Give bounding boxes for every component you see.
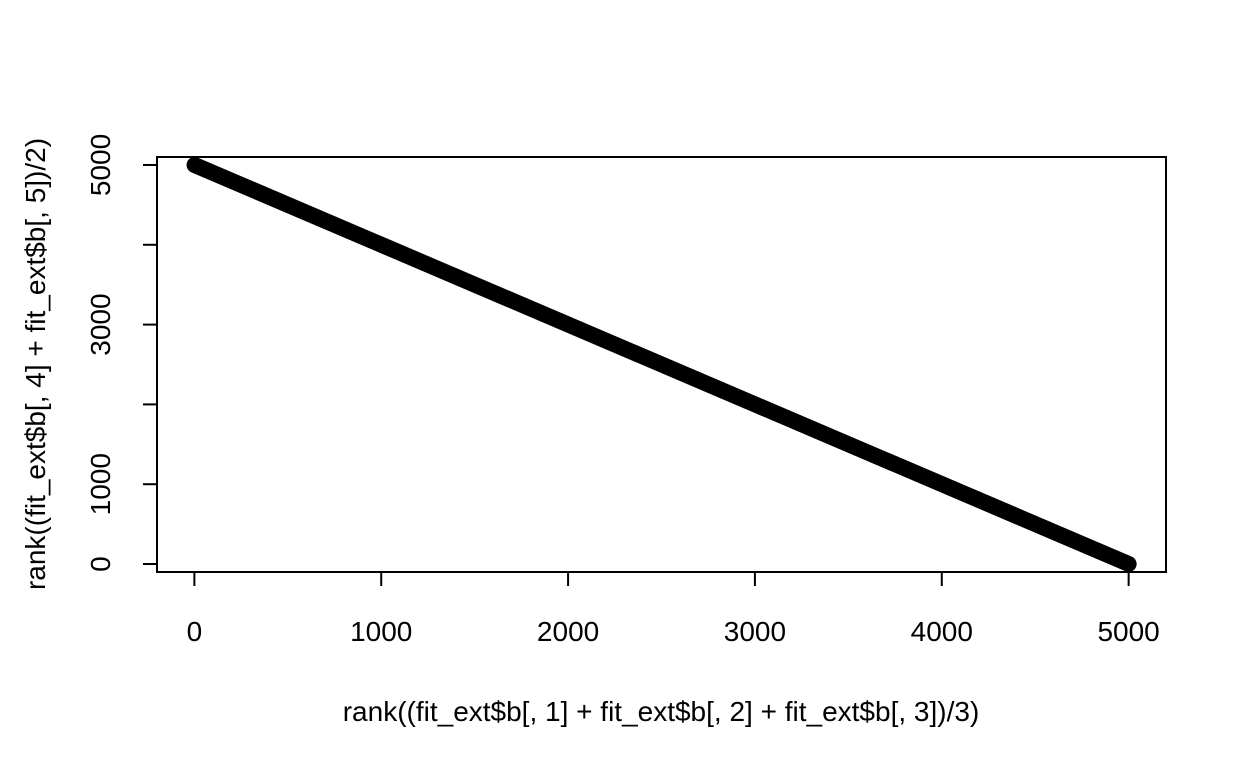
x-tick-label: 4000: [911, 616, 973, 647]
y-tick-label: 1000: [85, 453, 116, 515]
data-point: [1121, 556, 1137, 572]
x-axis-title: rank((fit_ext$b[, 1] + fit_ext$b[, 2] + …: [343, 696, 980, 727]
data-point: [327, 217, 343, 233]
data-points: [186, 156, 1137, 572]
x-tick-label: 2000: [537, 616, 599, 647]
y-axis-title: rank((fit_ext$b[, 4] + fit_ext$b[, 5])/2…: [20, 138, 51, 590]
data-point: [980, 496, 996, 512]
data-point: [794, 416, 810, 432]
data-point: [233, 177, 249, 193]
data-point: [420, 257, 436, 273]
data-point: [1027, 516, 1043, 532]
x-tick-label: 5000: [1097, 616, 1159, 647]
data-point: [280, 197, 296, 213]
data-point: [513, 297, 529, 313]
data-point: [607, 336, 623, 352]
data-point: [560, 317, 576, 333]
y-tick-label: 3000: [85, 293, 116, 355]
data-point: [1074, 536, 1090, 552]
data-point: [373, 237, 389, 253]
data-point: [187, 157, 203, 173]
data-point: [747, 396, 763, 412]
x-tick-label: 1000: [350, 616, 412, 647]
data-point: [700, 376, 716, 392]
data-point: [654, 356, 669, 372]
x-tick-label: 3000: [724, 616, 786, 647]
data-point: [887, 456, 903, 472]
data-point: [467, 277, 483, 293]
data-point: [934, 476, 950, 492]
y-axis: 0 1000 3000 5000: [85, 134, 158, 572]
x-tick-label: 0: [187, 616, 203, 647]
y-tick-label: 0: [85, 556, 116, 572]
data-point: [840, 436, 856, 452]
y-tick-label: 5000: [85, 134, 116, 196]
x-axis: 0 1000 2000 3000 4000 5000: [187, 571, 1160, 647]
